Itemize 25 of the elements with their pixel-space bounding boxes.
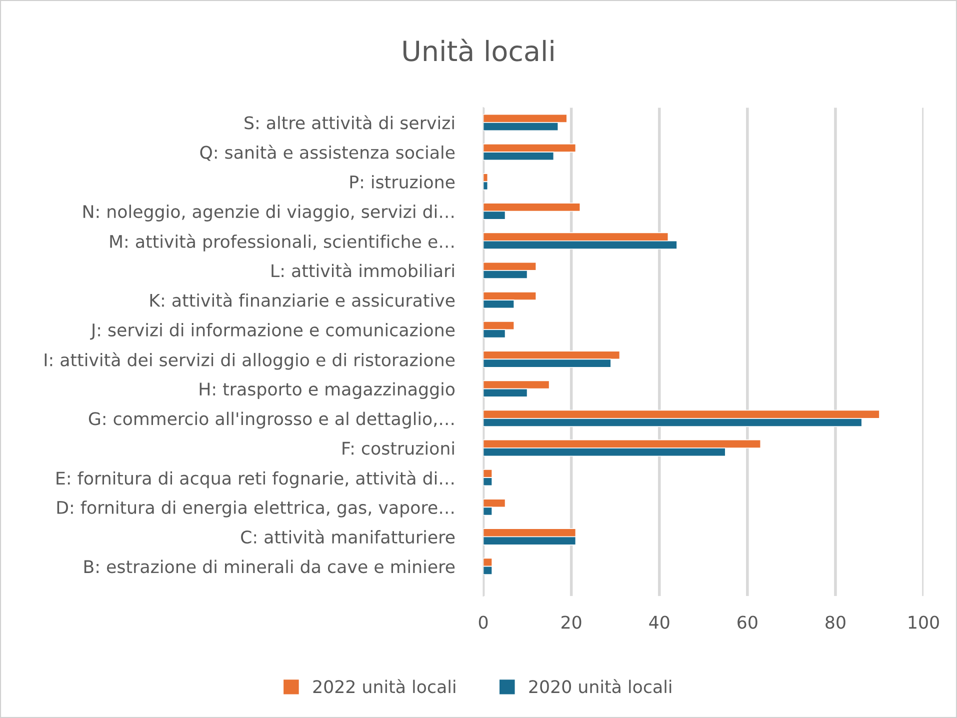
y-tick-label: Q: sanità e assistenza sociale bbox=[200, 144, 455, 161]
y-tick-label: N: noleggio, agenzie di viaggio, servizi di… bbox=[83, 204, 454, 222]
chart-title: Unità locali bbox=[403, 38, 554, 62]
y-tick-label: P: istruzione bbox=[350, 175, 455, 189]
x-tick-label: 60 bbox=[738, 616, 758, 629]
y-tick-label: D: fornitura di energia elettrica, gas, vapore… bbox=[57, 500, 454, 518]
y-tick-label: G: commercio all'ingrosso e al dettaglio,… bbox=[88, 412, 454, 429]
y-tick-label: H: trasporto e magazzinaggio bbox=[200, 382, 455, 400]
x-tick-label: 40 bbox=[649, 616, 670, 629]
y-tick-label: I: attività dei servizi di alloggio e di ristorazione bbox=[44, 352, 455, 370]
y-tick-label: K: attività finanziarie e assicurative bbox=[150, 292, 455, 307]
y-tick-label: J: servizi di informazione e comunicazione bbox=[90, 323, 455, 340]
legend-label: 2022 unità locali bbox=[313, 679, 456, 694]
y-tick-label: E: fornitura di acqua reti fognarie, attività di… bbox=[56, 470, 454, 488]
x-tick-label: 20 bbox=[562, 616, 582, 629]
y-tick-label: B: estrazione di minerali da cave e miniere bbox=[84, 560, 455, 574]
y-tick-label: L: attività immobiliari bbox=[272, 263, 454, 278]
legend-label: 2020 unità locali bbox=[529, 679, 672, 694]
x-tick-label: 80 bbox=[826, 616, 846, 629]
y-tick-label: C: attività manifatturiere bbox=[241, 529, 455, 544]
y-tick-label: M: attività professionali, scientifiche e… bbox=[110, 234, 454, 252]
x-tick-label: 0 bbox=[478, 616, 488, 629]
x-tick-label: 100 bbox=[908, 616, 939, 629]
y-tick-label: F: costruzioni bbox=[342, 441, 454, 455]
y-tick-label: S: altre attività di servizi bbox=[244, 115, 454, 130]
